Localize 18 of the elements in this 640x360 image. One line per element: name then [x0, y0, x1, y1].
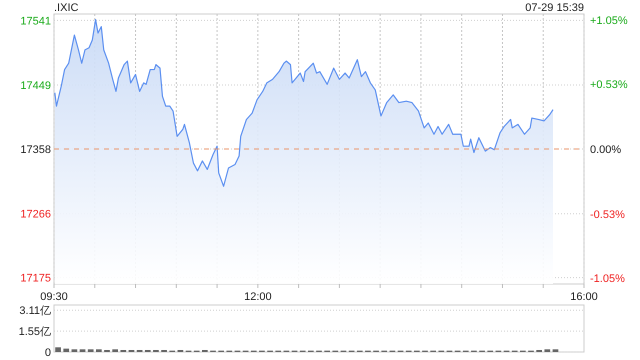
y-tick-label: 1.55亿: [18, 326, 51, 338]
text: 07-29 15:39: [525, 2, 584, 14]
y2-tick-label: +0.53%: [590, 78, 628, 91]
y-tick-label: 0: [44, 347, 51, 359]
x-tick-label: 12:00: [244, 291, 272, 303]
x-tick-label: 16:00: [570, 291, 598, 303]
chart-title: .IXIC: [54, 2, 79, 14]
y-tick-label: 17175: [20, 272, 51, 285]
y2-tick-label: -1.05%: [590, 272, 626, 285]
x-tick-label: 09:30: [40, 291, 68, 303]
y2-tick-label: 0.00%: [590, 144, 622, 156]
y-tick-label: 17449: [20, 80, 51, 92]
y-tick-label: 17541: [20, 15, 51, 28]
y-tick-label: 17266: [20, 208, 51, 221]
y2-tick-label: -0.53%: [590, 209, 626, 222]
y-tick-label: 3.11亿: [19, 305, 51, 318]
y-tick-label: 17358: [20, 144, 51, 156]
y2-tick-label: +1.05%: [590, 15, 628, 28]
